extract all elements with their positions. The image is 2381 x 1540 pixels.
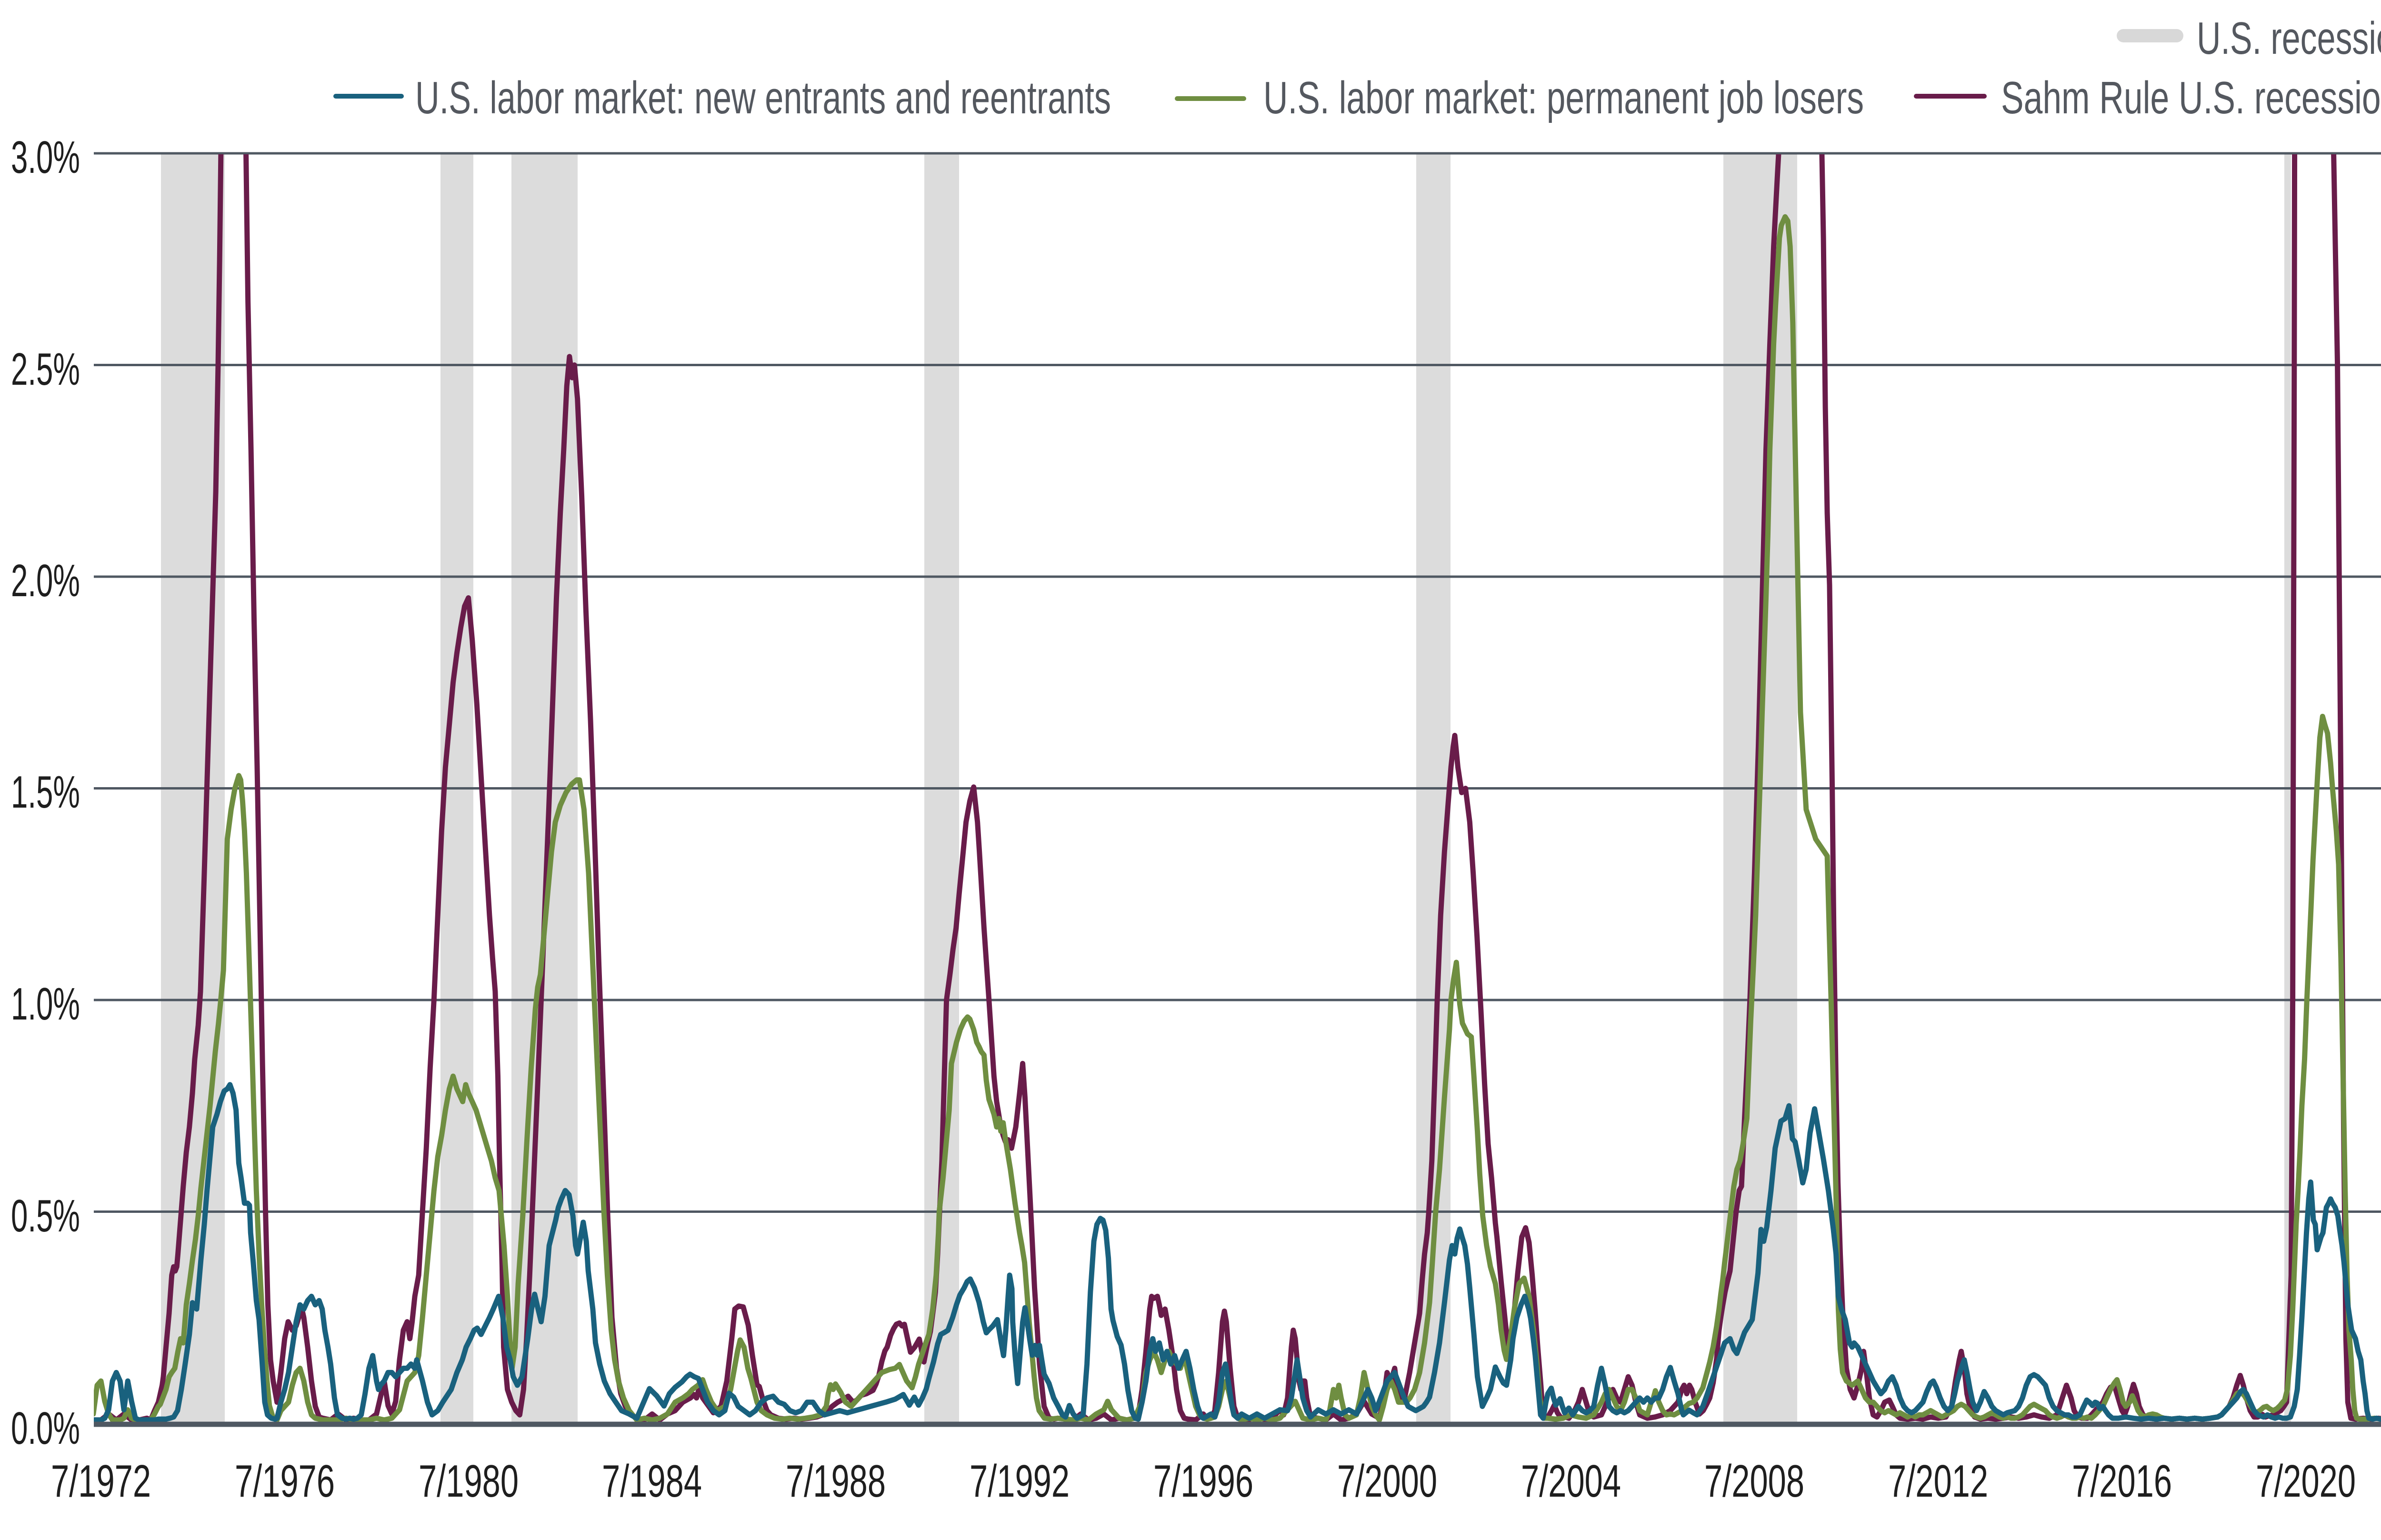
svg-text:7/1988: 7/1988 (786, 1456, 886, 1507)
svg-text:7/1984: 7/1984 (602, 1456, 702, 1507)
svg-text:7/2008: 7/2008 (1704, 1456, 1804, 1507)
svg-text:7/2004: 7/2004 (1521, 1456, 1621, 1507)
svg-text:7/1976: 7/1976 (235, 1456, 335, 1507)
svg-text:7/2016: 7/2016 (2072, 1456, 2172, 1507)
svg-text:7/1980: 7/1980 (419, 1456, 519, 1507)
svg-text:U.S. labor market: permanent j: U.S. labor market: permanent job losers (1263, 72, 1864, 123)
svg-text:2.0%: 2.0% (11, 555, 80, 606)
svg-text:0.0%: 0.0% (11, 1403, 80, 1454)
svg-text:2.5%: 2.5% (11, 344, 80, 395)
svg-text:7/2000: 7/2000 (1337, 1456, 1437, 1507)
svg-text:7/2012: 7/2012 (1888, 1456, 1988, 1507)
svg-text:1.0%: 1.0% (11, 979, 80, 1030)
svg-text:Sahm Rule U.S. recession indic: Sahm Rule U.S. recession indicator (2001, 72, 2381, 123)
svg-text:7/1996: 7/1996 (1153, 1456, 1253, 1507)
svg-text:7/2020: 7/2020 (2256, 1456, 2356, 1507)
svg-text:7/1992: 7/1992 (970, 1456, 1070, 1507)
svg-text:7/1972: 7/1972 (51, 1456, 151, 1507)
svg-text:U.S. labor market: new entrant: U.S. labor market: new entrants and reen… (415, 72, 1111, 123)
svg-text:0.5%: 0.5% (11, 1190, 80, 1241)
svg-text:3.0%: 3.0% (11, 132, 80, 183)
svg-text:U.S. recession (NBER): U.S. recession (NBER) (2197, 13, 2381, 64)
svg-text:1.5%: 1.5% (11, 767, 80, 818)
